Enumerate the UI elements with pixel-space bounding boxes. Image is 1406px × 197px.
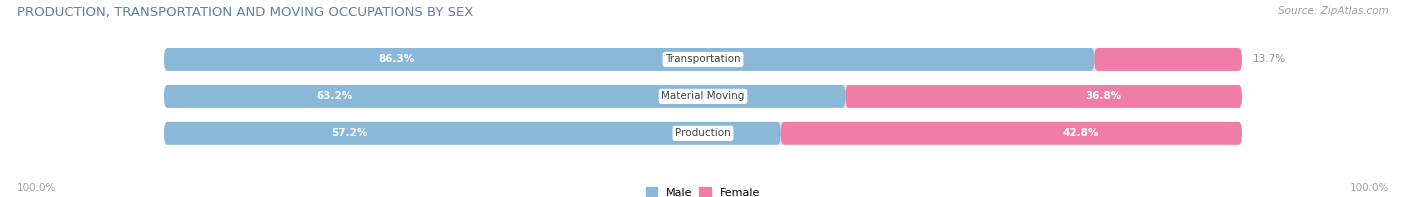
Text: 57.2%: 57.2% xyxy=(330,128,367,138)
FancyBboxPatch shape xyxy=(1094,48,1241,71)
Text: 13.7%: 13.7% xyxy=(1253,54,1286,64)
Text: Production: Production xyxy=(675,128,731,138)
FancyBboxPatch shape xyxy=(165,85,845,108)
Text: PRODUCTION, TRANSPORTATION AND MOVING OCCUPATIONS BY SEX: PRODUCTION, TRANSPORTATION AND MOVING OC… xyxy=(17,6,474,19)
FancyBboxPatch shape xyxy=(165,122,780,145)
FancyBboxPatch shape xyxy=(165,48,1241,71)
Text: Material Moving: Material Moving xyxy=(661,91,745,101)
FancyBboxPatch shape xyxy=(165,122,1241,145)
Text: 100.0%: 100.0% xyxy=(17,183,56,193)
FancyBboxPatch shape xyxy=(165,48,1094,71)
Text: 63.2%: 63.2% xyxy=(316,91,353,101)
Text: 86.3%: 86.3% xyxy=(378,54,415,64)
FancyBboxPatch shape xyxy=(780,122,1241,145)
Text: Source: ZipAtlas.com: Source: ZipAtlas.com xyxy=(1278,6,1389,16)
Text: 100.0%: 100.0% xyxy=(1350,183,1389,193)
Legend: Male, Female: Male, Female xyxy=(647,187,759,197)
Text: 42.8%: 42.8% xyxy=(1063,128,1098,138)
FancyBboxPatch shape xyxy=(165,85,1241,108)
Text: 36.8%: 36.8% xyxy=(1085,91,1121,101)
Text: Transportation: Transportation xyxy=(665,54,741,64)
FancyBboxPatch shape xyxy=(845,85,1241,108)
